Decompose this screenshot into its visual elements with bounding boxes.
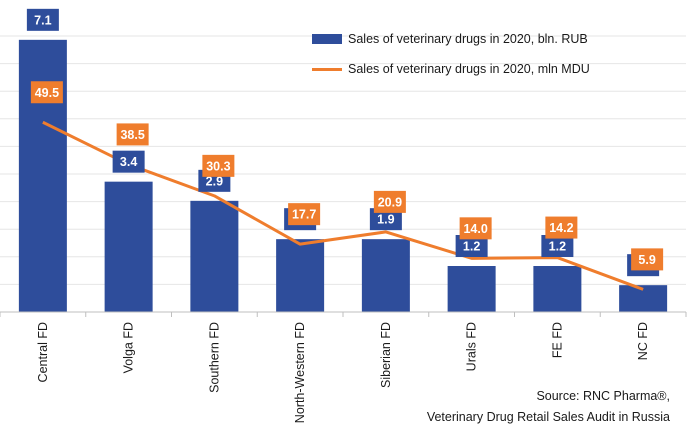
- legend-item-bar: Sales of veterinary drugs in 2020, bln. …: [312, 24, 590, 54]
- line-data-label-box: [545, 216, 578, 239]
- bar: [18, 39, 67, 312]
- bar-data-label-box: [26, 8, 59, 31]
- x-tick-label: North-Western FD: [293, 322, 307, 423]
- line-data-label: 5.9: [638, 253, 655, 267]
- line-data-label-box: [631, 248, 664, 271]
- legend-bar-swatch: [312, 34, 342, 44]
- line-data-label: 14.2: [549, 221, 573, 235]
- legend-item-line: Sales of veterinary drugs in 2020, mln M…: [312, 54, 590, 84]
- legend-line-swatch: [312, 67, 342, 71]
- x-tick-label: Siberian FD: [379, 322, 393, 388]
- line-data-label: 14.0: [463, 222, 487, 236]
- line-data-label-box: [116, 123, 149, 146]
- bar-data-label: 1.2: [463, 240, 480, 254]
- bar-data-label-box: [369, 208, 402, 231]
- legend: Sales of veterinary drugs in 2020, bln. …: [312, 24, 590, 84]
- x-tick-label: Southern FD: [207, 322, 221, 393]
- line-data-label: 49.5: [35, 86, 59, 100]
- x-tick-label: Central FD: [36, 322, 50, 382]
- x-tick-label: NC FD: [636, 322, 650, 360]
- line-data-label: 20.9: [378, 195, 402, 209]
- bar-data-label: 3.4: [120, 155, 137, 169]
- bar: [104, 181, 153, 312]
- bar-data-label-box: [112, 150, 145, 173]
- x-tick-label: Volga FD: [122, 322, 136, 373]
- line-data-label: 38.5: [120, 128, 144, 142]
- legend-bar-label: Sales of veterinary drugs in 2020, bln. …: [348, 32, 588, 46]
- bar: [361, 239, 410, 312]
- bar: [533, 266, 582, 312]
- line-data-label-box: [288, 203, 321, 226]
- line-data-label-box: [373, 190, 406, 213]
- bar-data-label: 1.9: [377, 213, 394, 227]
- bar: [447, 266, 496, 312]
- legend-line-label: Sales of veterinary drugs in 2020, mln M…: [348, 62, 590, 76]
- bar-data-label-box: [541, 235, 574, 257]
- line-data-label-box: [459, 217, 492, 240]
- source-line-2: Veterinary Drug Retail Sales Audit in Ru…: [426, 410, 670, 424]
- bar-data-label-box: [455, 235, 488, 257]
- source-line-1: Source: RNC Pharma®,: [536, 389, 670, 403]
- line-data-label: 17.7: [292, 208, 316, 222]
- bar-data-label: 1.2: [549, 240, 566, 254]
- source-note: Source: RNC Pharma®, Veterinary Drug Ret…: [427, 386, 670, 428]
- bar: [190, 200, 239, 312]
- line-data-label-box: [30, 81, 63, 104]
- x-tick-label: Urals FD: [465, 322, 479, 371]
- bar: [619, 285, 668, 312]
- bar-data-label: 7.1: [34, 13, 51, 27]
- line-data-label: 30.3: [206, 159, 230, 173]
- bar: [276, 239, 325, 312]
- x-tick-label: FE FD: [550, 322, 564, 358]
- line-data-label-box: [202, 154, 235, 177]
- bar-data-label: 2.9: [206, 174, 223, 188]
